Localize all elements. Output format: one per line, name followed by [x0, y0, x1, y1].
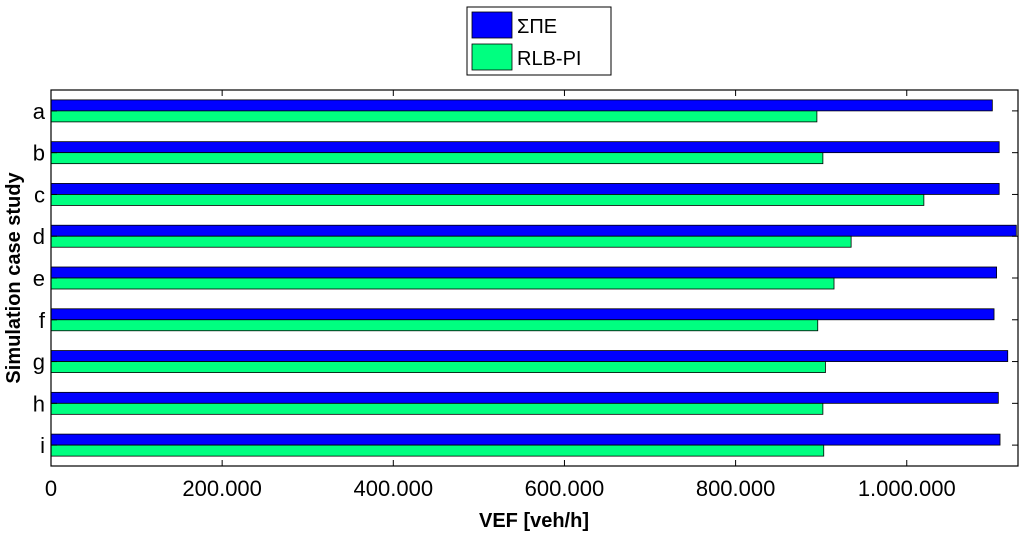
bar-g-1 [50, 361, 826, 373]
bar-h-1 [50, 402, 824, 415]
bar-i-0 [50, 433, 1001, 446]
x-tick-label: 1.000.000 [858, 476, 956, 501]
x-tick-label: 200.000 [182, 476, 262, 501]
bar-g-0 [50, 350, 1009, 362]
bar-a-1 [50, 110, 818, 123]
y-tick-label: b [33, 141, 45, 166]
y-tick-label: g [33, 350, 45, 375]
y-axis-title: Simulation case study [3, 172, 25, 384]
legend-swatch-1 [471, 43, 513, 71]
x-tick-label: 800.000 [696, 476, 776, 501]
bar-d-1 [50, 235, 852, 248]
legend: ΣΠΕ RLB-PI [466, 6, 612, 76]
bar-c-1 [50, 194, 925, 206]
bar-b-1 [50, 152, 824, 165]
x-axis-title: VEF [veh/h] [479, 510, 589, 532]
bar-f-1 [50, 319, 819, 332]
y-tick-label: i [40, 433, 45, 458]
y-tick-label: c [34, 182, 45, 207]
y-tick-label: a [33, 99, 46, 124]
bar-c-0 [50, 183, 1000, 195]
legend-label-1: RLB-PI [517, 48, 581, 70]
y-tick-label: e [33, 266, 45, 291]
bar-b-0 [50, 141, 1000, 154]
bar-h-0 [50, 391, 999, 404]
bar-i-1 [50, 444, 825, 457]
bar-a-0 [50, 99, 993, 112]
bar-e-0 [50, 266, 998, 279]
x-tick-label: 0 [45, 476, 57, 501]
y-tick-label: h [33, 391, 45, 416]
x-tick-label: 600.000 [525, 476, 605, 501]
y-tick-label: f [39, 308, 46, 333]
bar-d-0 [50, 224, 1017, 237]
legend-swatch-0 [471, 11, 513, 39]
y-tick-label: d [33, 224, 45, 249]
bars-group [50, 99, 1017, 457]
x-tick-label: 400.000 [354, 476, 434, 501]
bar-e-1 [50, 277, 835, 290]
legend-label-0: ΣΠΕ [517, 16, 557, 38]
bar-f-0 [50, 308, 995, 321]
